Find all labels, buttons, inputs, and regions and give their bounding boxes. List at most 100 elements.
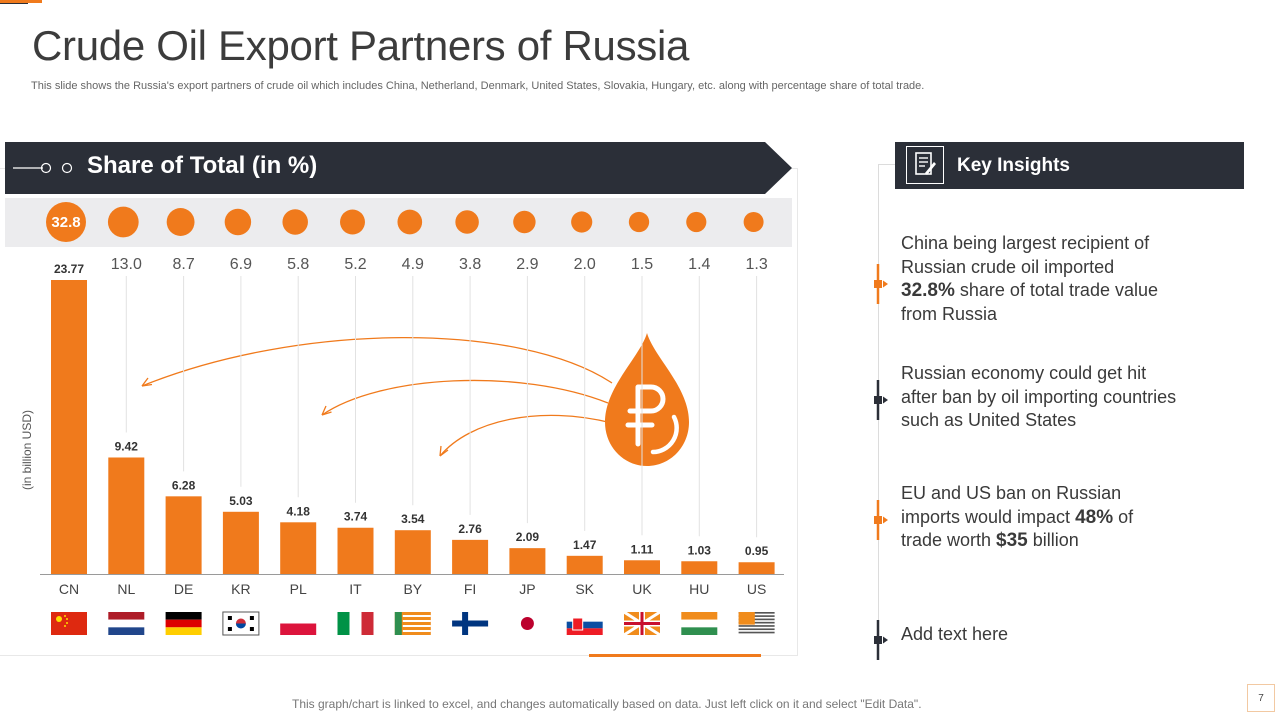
bar-value-label: 1.03 [688, 543, 712, 557]
bar-sk [566, 555, 603, 574]
banner-dot-icon [61, 162, 73, 174]
category-label: NL [117, 581, 135, 597]
key-insights-title: Key Insights [957, 155, 1070, 176]
share-label: 5.2 [344, 256, 366, 273]
share-label: 1.5 [631, 256, 653, 273]
timeline-marker-icon [874, 500, 888, 540]
insight-text: China being largest recipient of Russian… [901, 232, 1161, 326]
banner-dot-icon [40, 162, 52, 174]
insight-segment: Russian economy could get hit after ban … [901, 363, 1177, 430]
page-subtitle: This slide shows the Russia's export par… [31, 80, 925, 92]
insight-highlight: $35 [996, 530, 1028, 551]
bar-value-label: 3.74 [344, 510, 368, 524]
share-circle [46, 202, 86, 242]
share-circle [224, 208, 252, 236]
category-label: BY [403, 581, 422, 597]
share-label: 13.0 [111, 256, 142, 273]
share-circle [686, 211, 707, 233]
bar-value-label: 2.09 [516, 530, 540, 544]
share-circle [340, 209, 365, 235]
share-circle [282, 209, 308, 235]
share-label: 8.7 [172, 256, 194, 273]
insight-segment: share of total trade value from Russia [901, 280, 1158, 324]
bar-value-label: 1.47 [573, 538, 597, 552]
share-label: 6.9 [230, 256, 252, 273]
bar-nl [108, 457, 145, 574]
bar-hu [681, 561, 718, 574]
category-label: KR [231, 581, 250, 597]
share-circle [166, 208, 195, 236]
timeline-marker-icon [874, 620, 888, 660]
plot-area: 23.77 CN 32.8 9.42 NL 13.0 6.28 DE 8.7 5.03 KR 6.9 4… [40, 202, 784, 637]
insight-segment: of trade worth [901, 506, 1134, 551]
category-label: PL [290, 581, 307, 597]
category-label: SK [575, 581, 594, 597]
bar-it [337, 527, 374, 574]
insight-text: Add text here [901, 623, 1101, 647]
ruble-oil-drop-icon [605, 333, 689, 466]
category-label: IT [349, 581, 362, 597]
italy-flag [337, 612, 374, 635]
insight-segment: China being largest recipient of Russian… [901, 233, 1150, 277]
us-flag [738, 612, 775, 634]
share-circle [743, 212, 764, 232]
page-number: 7 [1247, 684, 1275, 712]
category-label: FI [464, 581, 476, 597]
page-title: Crude Oil Export Partners of Russia [32, 22, 690, 69]
hungary-flag [681, 612, 718, 635]
bar-by [394, 530, 431, 574]
insight-highlight: 48% [1075, 506, 1114, 528]
footer-note: This graph/chart is linked to excel, and… [292, 697, 922, 711]
insight-text: EU and US ban on Russian imports would i… [901, 482, 1146, 553]
slovakia-flag [566, 615, 603, 635]
bar-jp [509, 548, 546, 574]
category-label: DE [174, 581, 193, 597]
category-label: HU [689, 581, 709, 597]
y-axis-label: (in billion USD) [20, 410, 34, 490]
share-label: 3.8 [459, 256, 481, 273]
bar-value-label: 2.76 [458, 522, 482, 536]
uk-flag [623, 610, 661, 637]
share-circle [397, 209, 423, 235]
share-circle [628, 211, 650, 233]
bar-value-label: 5.03 [229, 494, 253, 508]
category-label: JP [519, 581, 535, 597]
share-circle [455, 210, 479, 234]
timeline-marker-icon [874, 380, 888, 420]
japan-flag [520, 617, 534, 630]
chart-banner [5, 142, 792, 194]
category-label: UK [632, 581, 652, 597]
share-circle [107, 206, 139, 238]
insights-connector [878, 164, 896, 165]
poland-flag [280, 615, 317, 635]
share-label: 1.4 [688, 256, 710, 273]
share-label: 4.9 [402, 256, 424, 273]
bar-de [165, 496, 202, 574]
document-pen-icon [906, 146, 944, 184]
bar-value-label: 3.54 [401, 512, 425, 526]
insight-text: Russian economy could get hit after ban … [901, 362, 1181, 433]
belarus-flag [394, 612, 431, 635]
bar-kr [222, 511, 259, 574]
category-label: CN [59, 581, 79, 597]
bar-value-label: 23.77 [54, 262, 84, 276]
south-korea-flag [222, 611, 260, 636]
share-label: 32.8 [51, 214, 80, 231]
insight-segment: Add text here [901, 624, 1009, 644]
category-label: US [747, 581, 766, 597]
bar-value-label: 1.11 [631, 542, 654, 556]
share-circle [513, 210, 536, 234]
bar-uk [624, 560, 660, 574]
bar-value-label: 4.18 [287, 504, 311, 518]
flow-arrows [141, 337, 613, 457]
insight-highlight: 32.8% [901, 280, 955, 301]
bar-us [738, 562, 775, 574]
bar-cn [51, 280, 87, 574]
share-label: 1.3 [745, 256, 767, 273]
insight-segment: EU and US ban on Russian imports would i… [901, 483, 1122, 527]
chart-scroll-indicator [589, 654, 761, 657]
china-flag [51, 612, 87, 635]
bar-value-label: 6.28 [172, 478, 196, 492]
share-circle [571, 211, 593, 233]
